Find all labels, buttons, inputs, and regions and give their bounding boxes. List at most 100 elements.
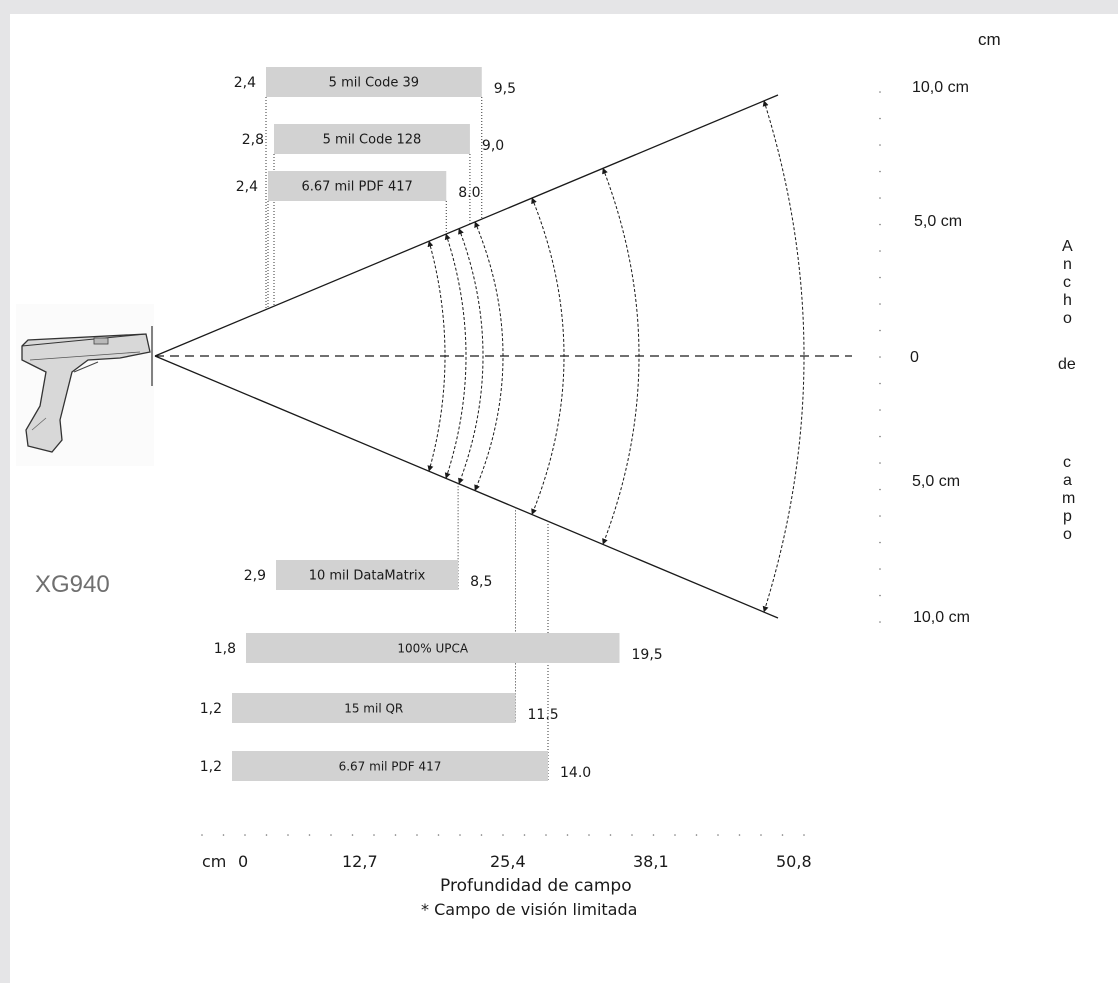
y-axis-title-letter: c xyxy=(1063,454,1071,471)
field-arc xyxy=(458,228,484,485)
x-tick-label: 38,1 xyxy=(633,852,669,871)
x-tick-dot xyxy=(588,834,590,836)
bar-far-value: 19,5 xyxy=(632,647,663,663)
y-tick-dot xyxy=(879,435,881,438)
y-tick-label: 10,0 cm xyxy=(912,79,969,96)
bar xyxy=(246,633,620,663)
y-tick-label: 5,0 cm xyxy=(912,473,961,490)
x-tick-dot xyxy=(459,834,461,836)
bar xyxy=(276,560,459,590)
x-tick-dot xyxy=(523,834,526,836)
y-axis-title-letter: o xyxy=(1063,526,1072,543)
bar-far-value: 9,5 xyxy=(494,81,516,97)
scanner-device-icon xyxy=(16,304,154,466)
y-tick-dot xyxy=(879,223,881,226)
x-tick-dot xyxy=(609,834,612,836)
field-arc xyxy=(444,233,467,479)
y-axis-title-letter: h xyxy=(1063,292,1072,309)
x-tick-dot xyxy=(416,834,418,836)
bar-far-value: 8,5 xyxy=(470,574,492,590)
x-tick-dot xyxy=(480,834,483,836)
footnote: * Campo de visión limitada xyxy=(421,900,638,919)
x-tick-dot xyxy=(244,834,246,836)
bar xyxy=(232,751,548,781)
bar-near-value: 1,2 xyxy=(200,701,222,717)
y-axis-title-letter: c xyxy=(1063,274,1071,291)
x-tick-dot xyxy=(760,834,762,836)
y-axis-title-letter: m xyxy=(1062,490,1076,507)
tick-dots xyxy=(201,91,881,836)
y-tick-dot xyxy=(879,515,881,517)
bar xyxy=(232,693,516,723)
x-tick-dot xyxy=(803,834,805,836)
field-arcs xyxy=(427,100,805,613)
x-tick-dot xyxy=(502,834,504,836)
x-tick-label: 25,4 xyxy=(490,852,526,871)
bar-far-value: 11.5 xyxy=(528,707,559,723)
x-tick-dot xyxy=(330,834,332,836)
y-tick-dot xyxy=(879,117,881,120)
bar-label: 6.67 mil PDF 417 xyxy=(301,180,412,195)
x-tick-dot xyxy=(373,834,375,836)
field-upper-edge xyxy=(154,94,779,357)
bar-label: 10 mil DataMatrix xyxy=(309,569,426,584)
y-tick-dot xyxy=(879,568,881,570)
x-tick-dot xyxy=(394,834,397,836)
y-tick-label: 10,0 cm xyxy=(913,609,970,626)
y-tick-dot xyxy=(879,621,881,623)
x-tick-label: 0 xyxy=(238,852,249,871)
y-tick-label: 0 xyxy=(910,349,919,366)
y-axis-title-letter: de xyxy=(1058,356,1076,373)
bar-label: 6.67 mil PDF 417 xyxy=(339,759,442,773)
bar-label: 100% UPCA xyxy=(397,641,469,655)
device-model: XG940 xyxy=(35,571,110,598)
y-tick-label: 5,0 cm xyxy=(914,213,963,230)
y-tick-dot xyxy=(879,594,881,597)
y-tick-dot xyxy=(879,197,881,199)
bar-near-value: 2,9 xyxy=(244,568,266,584)
bar-near-value: 1,2 xyxy=(200,759,222,775)
y-axis-title-letter: A xyxy=(1062,238,1073,255)
x-tick-dot xyxy=(265,834,268,836)
bar xyxy=(266,67,482,97)
x-tick-dot xyxy=(717,834,719,836)
bars: 5 mil Code 39 2,4 9,5 5 mil Code 128 2,8 9,0 6… xyxy=(200,67,663,781)
bar-far-value: 8.0 xyxy=(458,185,480,201)
x-tick-dot xyxy=(222,834,225,836)
x-tick-label: 12,7 xyxy=(342,852,378,871)
x-tick-dot xyxy=(738,834,741,836)
chart-sheet xyxy=(10,14,1118,983)
field-lower-edge xyxy=(154,355,779,619)
y-axis-title-letter: p xyxy=(1063,508,1072,525)
y-tick-dot xyxy=(879,356,881,358)
y-tick-dot xyxy=(879,409,881,411)
y-tick-dot xyxy=(879,382,881,385)
y-axis-title-letter: a xyxy=(1063,472,1072,489)
field-arc xyxy=(531,197,565,515)
x-tick-dot xyxy=(201,834,203,836)
bar xyxy=(268,171,447,201)
bar xyxy=(274,124,470,154)
bar-near-value: 1,8 xyxy=(214,641,236,657)
y-tick-dot xyxy=(879,488,881,491)
bar-far-value: 14.0 xyxy=(560,765,591,781)
y-tick-dot xyxy=(879,541,881,544)
y-tick-dot xyxy=(879,250,881,252)
x-tick-dot xyxy=(674,834,676,836)
y-tick-dot xyxy=(879,170,881,173)
y-axis-title-letter: o xyxy=(1063,310,1072,327)
field-arc xyxy=(762,100,805,613)
y-tick-dot xyxy=(879,144,881,146)
y-tick-dot xyxy=(879,303,881,305)
bar-far-value: 9,0 xyxy=(482,138,504,154)
y-tick-dot xyxy=(879,462,881,464)
bar-label: 15 mil QR xyxy=(344,701,403,715)
x-tick-dot xyxy=(695,834,698,836)
x-tick-dot xyxy=(631,834,633,836)
y-tick-dot xyxy=(879,91,881,93)
x-tick-dot xyxy=(781,834,784,836)
y-unit-label: cm xyxy=(978,30,1001,49)
field-arc xyxy=(602,167,640,545)
